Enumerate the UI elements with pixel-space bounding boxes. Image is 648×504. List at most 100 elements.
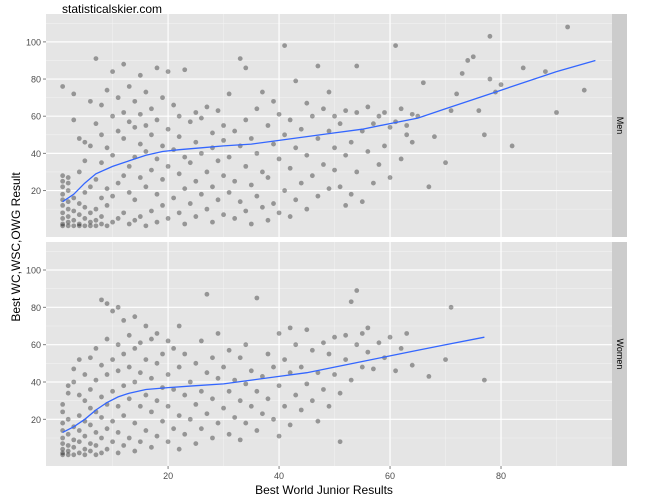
data-point [404,331,410,336]
data-point [93,121,99,127]
data-point [82,216,88,221]
data-point [71,117,77,123]
data-point [182,154,188,160]
data-point [226,154,232,160]
data-point [204,370,210,376]
data-point [398,346,404,351]
data-point [543,69,548,75]
data-point [226,431,232,437]
data-point [243,420,249,426]
data-point [110,357,115,362]
data-point [93,452,99,458]
data-point [104,145,110,151]
data-point [282,357,288,362]
data-point [254,106,260,112]
data-point [248,182,254,188]
data-point [232,415,238,420]
data-point [87,441,93,446]
data-point [409,362,415,368]
data-point [121,443,127,448]
data-point [426,374,432,379]
data-point [454,91,460,97]
data-point [254,193,260,199]
data-point [137,72,143,78]
data-point [348,299,354,305]
data-point [237,398,243,404]
data-point [565,24,571,30]
data-point [354,169,360,175]
data-point [99,435,104,441]
data-point [60,409,66,415]
data-point [126,221,132,227]
data-point [232,377,238,383]
data-point [187,160,193,166]
data-point [176,210,182,216]
data-point [232,178,238,184]
data-point [260,169,265,175]
data-point [154,398,160,404]
data-point [132,346,138,351]
data-point [126,332,132,338]
x-tick-label: 60 [385,471,395,481]
data-point [254,388,260,394]
data-point [160,176,165,182]
data-point [115,450,121,456]
data-point [99,297,104,303]
data-point [154,219,160,225]
data-point [165,372,171,377]
data-point [287,165,293,171]
data-point [315,418,321,424]
data-point [398,156,404,162]
data-point [343,357,349,362]
data-point [210,355,215,361]
data-point [76,357,82,362]
data-point [210,130,215,136]
data-point [271,141,276,147]
data-point [82,139,88,145]
data-point [149,167,154,173]
data-point [126,364,132,370]
data-point [99,362,104,368]
data-point [304,152,310,158]
facet-strip [612,242,627,466]
data-point [126,190,132,195]
data-point [99,394,104,400]
data-point [137,340,143,346]
data-point [149,375,154,381]
data-point [282,403,288,409]
data-point [65,199,71,205]
data-point [315,193,321,199]
data-point [215,108,221,114]
data-point [82,433,88,439]
data-point [76,201,82,206]
data-point [387,124,393,130]
data-point [182,392,188,398]
data-point [65,383,71,389]
data-point [82,452,88,458]
data-point [60,452,66,458]
data-point [115,180,121,186]
data-point [154,331,160,336]
data-point [326,351,332,357]
data-point [143,392,149,398]
data-point [243,163,249,169]
data-point [348,191,354,197]
data-point [171,426,177,432]
data-point [215,375,221,381]
data-point [60,221,66,227]
data-point [187,379,193,385]
data-point [60,203,66,208]
data-point [198,150,204,156]
data-point [237,199,243,205]
data-point [104,446,110,452]
data-point [187,416,193,422]
data-point [104,301,110,306]
data-point [376,162,382,167]
data-point [115,403,121,409]
y-tick-label: 100 [26,266,41,276]
data-point [321,162,326,167]
data-point [304,381,310,387]
data-point [520,65,526,71]
data-point [332,334,337,340]
